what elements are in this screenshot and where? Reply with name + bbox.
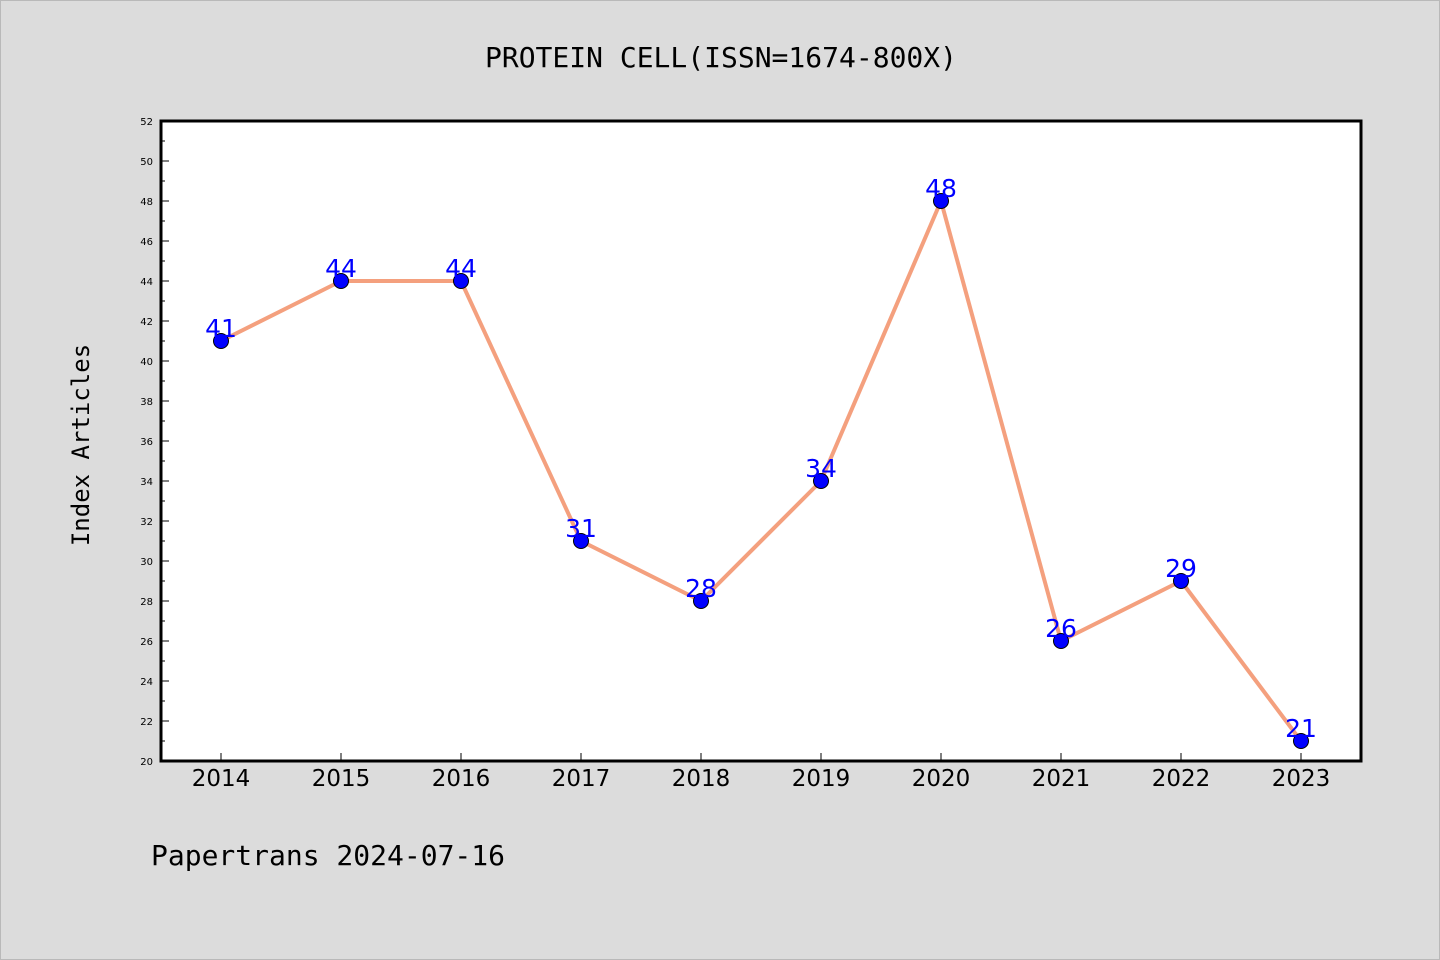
data-point	[573, 533, 589, 549]
x-tick-label: 2015	[312, 766, 371, 792]
y-tick-label: 40	[140, 357, 153, 368]
x-tick-label: 2014	[192, 766, 251, 792]
y-tick-label: 38	[140, 397, 153, 408]
data-label: 21	[1285, 714, 1317, 743]
data-labels-group: 41 44 44 31 28 34 48 26 29 21	[205, 174, 1317, 743]
y-tick-label: 48	[140, 197, 153, 208]
y-tick-label: 46	[140, 237, 153, 248]
data-point	[693, 593, 709, 609]
data-point	[933, 193, 949, 209]
y-tick-label: 36	[140, 437, 153, 448]
y-tick-label: 44	[140, 277, 153, 288]
x-tick-label: 2021	[1032, 766, 1091, 792]
y-tick-label: 42	[140, 317, 153, 328]
series-group	[213, 193, 1309, 749]
y-tick-label: 28	[140, 597, 153, 608]
y-tick-label: 50	[140, 157, 153, 168]
series-line	[219, 199, 1303, 743]
y-axis-label: Index Articles	[67, 344, 95, 546]
x-tick-label: 2022	[1152, 766, 1211, 792]
plot-frame	[159, 119, 1363, 763]
y-tick-label: 52	[140, 117, 153, 128]
data-label: 31	[565, 514, 597, 543]
data-point	[1173, 573, 1189, 589]
data-label: 34	[805, 454, 837, 483]
data-label: 26	[1045, 614, 1077, 643]
data-label: 41	[205, 314, 237, 343]
data-label: 48	[925, 174, 957, 203]
y-tick-label: 22	[140, 717, 153, 728]
data-point	[333, 273, 349, 289]
y-tick-label: 30	[140, 557, 153, 568]
y-tick-label: 32	[140, 517, 153, 528]
x-tick-label: 2020	[912, 766, 971, 792]
data-point	[813, 473, 829, 489]
x-tick-label: 2018	[672, 766, 731, 792]
x-axis-ticks: 2014 2015 2016 2017 2018 2019 2020 2021 2022 2023	[192, 753, 1331, 792]
plot-area	[161, 121, 1361, 761]
x-tick-label: 2017	[552, 766, 611, 792]
x-tick-label: 2019	[792, 766, 851, 792]
footer-credit: Papertrans 2024-07-16	[151, 839, 505, 872]
x-tick-label: 2023	[1272, 766, 1331, 792]
y-tick-label: 20	[140, 757, 153, 768]
y-tick-label: 24	[140, 677, 153, 688]
data-point	[213, 333, 229, 349]
data-point	[1293, 733, 1309, 749]
chart-title: PROTEIN CELL(ISSN=1674-800X)	[485, 41, 957, 74]
x-tick-label: 2016	[432, 766, 491, 792]
data-point	[1053, 633, 1069, 649]
data-label: 28	[685, 574, 717, 603]
y-tick-label: 34	[140, 477, 153, 488]
data-label: 44	[445, 254, 477, 283]
data-label: 29	[1165, 554, 1197, 583]
y-tick-label: 26	[140, 637, 153, 648]
data-point	[453, 273, 469, 289]
data-label: 44	[325, 254, 357, 283]
